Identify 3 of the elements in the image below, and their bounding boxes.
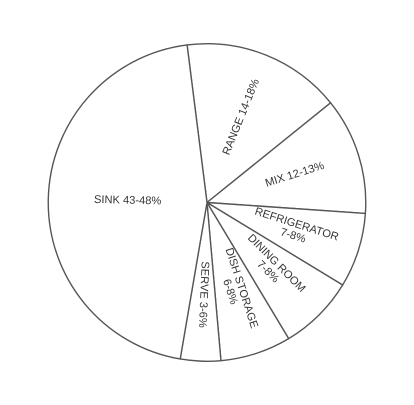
slice-label: MIX 12-13% [265,161,325,187]
slice-label: SERVE 3-6% [198,262,210,328]
slice-label: SINK 43-48% [94,195,162,204]
